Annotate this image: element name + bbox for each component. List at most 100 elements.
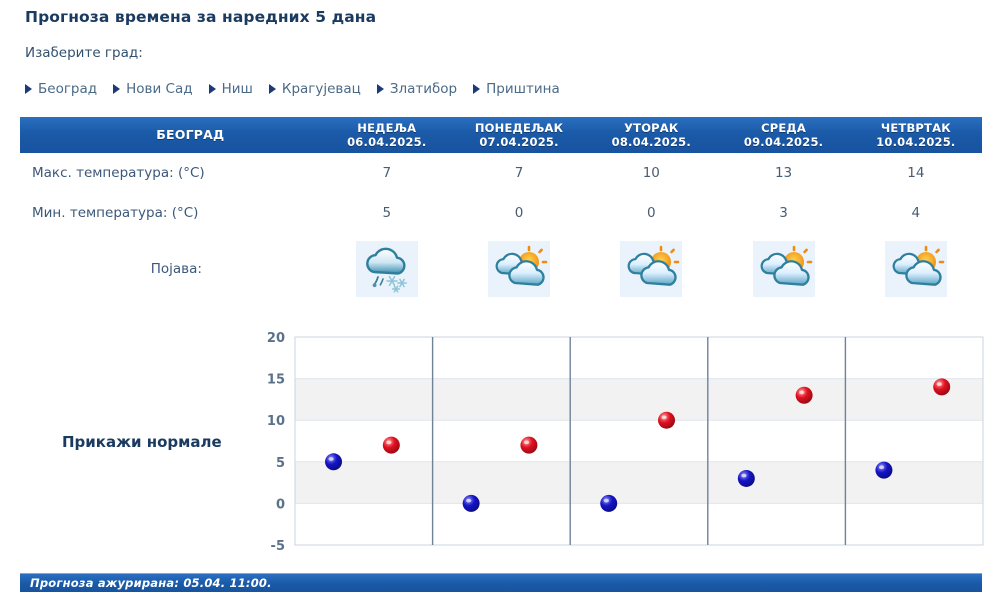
day-date: 06.04.2025. (347, 135, 427, 149)
day-date: 07.04.2025. (479, 135, 559, 149)
city-link-label: Крагујевац (281, 81, 361, 97)
city-link-label: Приштина (486, 81, 560, 97)
phenomenon-cell-2 (585, 233, 717, 305)
min-temp-point-3 (737, 469, 755, 487)
tmax-value: 7 (514, 165, 524, 181)
table-header-day-0: НЕДЕЉА 06.04.2025. (321, 117, 453, 153)
forecast-updated-bar: Прогноза ажурирана: 05.04. 11:00. (20, 573, 982, 592)
table-header-city: БЕОГРАД (156, 127, 225, 142)
day-date: 09.04.2025. (743, 135, 824, 149)
point-highlight (523, 440, 530, 445)
city-link-2[interactable]: Ниш (208, 81, 259, 97)
city-link-label: Златибор (389, 81, 458, 97)
min-temp-point-2 (600, 494, 618, 512)
triangle-right-icon (376, 84, 384, 94)
triangle-right-icon (113, 84, 121, 94)
day-name: УТОРАК (624, 121, 679, 135)
phenomenon-label: Појава: (150, 261, 202, 277)
point-highlight (936, 382, 942, 387)
max-temp-point-0 (382, 436, 400, 454)
tmin-value: 4 (911, 205, 921, 221)
table-header-day-1: ПОНЕДЕЉАК 07.04.2025. (453, 117, 585, 153)
temperature-chart: -5 0 5 10 15 20 (0, 325, 1000, 560)
forecast-table: БЕОГРАД НЕДЕЉА 06.04.2025. ПОНЕДЕЉАК 07.04.2… (20, 117, 982, 305)
triangle-right-icon (25, 84, 32, 94)
chart-ytick-label: -5 (271, 539, 285, 554)
sun-behind-clouds-icon (752, 241, 815, 297)
city-link-4[interactable]: Златибор (376, 81, 463, 97)
chart-ytick-label: 15 (267, 373, 285, 388)
chart-ytick-label: 10 (267, 414, 285, 429)
chart-ytick-label: 0 (276, 497, 285, 512)
phenomenon-cell-3 (717, 233, 849, 305)
max-temp-point-2 (658, 411, 676, 429)
chart-ytick-label: 20 (267, 331, 285, 346)
city-link-3[interactable]: Крагујевац (268, 81, 367, 97)
day-name: НЕДЕЉА (357, 121, 417, 135)
temperature-chart-svg: -5 0 5 10 15 20 (267, 331, 984, 554)
phenomenon-cell-4 (850, 233, 982, 305)
table-row-tmin: Мин. температура: (°C) 5 0 0 3 4 (20, 193, 982, 233)
day-name: ЧЕТВРТАК (880, 121, 951, 135)
tmin-label: Мин. температура: (°C) (32, 205, 199, 221)
point-highlight (799, 390, 805, 395)
min-temp-point-0 (325, 453, 343, 471)
sun-behind-clouds-icon (620, 241, 683, 297)
forecast-table-body: Макс. температура: (°C) 7 7 10 13 14 Мин… (20, 153, 982, 305)
triangle-right-icon (473, 84, 481, 94)
choose-city-label: Изаберите град: (25, 45, 143, 61)
tmax-value: 10 (642, 165, 660, 181)
phenomenon-cell-0 (321, 233, 453, 305)
chart-band-0 (295, 461, 983, 504)
point-highlight (603, 498, 609, 503)
tmin-value: 5 (382, 205, 392, 221)
city-link-5[interactable]: Приштина (473, 81, 566, 97)
city-link-label: Ниш (221, 81, 253, 97)
day-name: СРЕДА (761, 121, 806, 135)
city-link-1[interactable]: Нови Сад (113, 81, 198, 97)
forecast-table-header: БЕОГРАД НЕДЕЉА 06.04.2025. ПОНЕДЕЉАК 07.04.2… (20, 117, 982, 153)
tmin-value: 0 (646, 205, 656, 221)
forecast-updated-text: Прогноза ажурирана: 05.04. 11:00. (30, 576, 272, 590)
day-name: ПОНЕДЕЉАК (474, 121, 564, 135)
point-highlight (386, 440, 392, 445)
max-temp-point-3 (795, 386, 813, 404)
day-date: 08.04.2025. (611, 135, 691, 149)
tmax-value: 14 (907, 165, 925, 181)
tmax-value: 13 (774, 165, 793, 181)
tmin-value: 3 (779, 205, 788, 221)
point-highlight (878, 465, 885, 470)
point-highlight (741, 473, 747, 478)
day-date: 10.04.2025. (876, 135, 956, 149)
chart-band-1 (295, 378, 983, 421)
triangle-right-icon (208, 84, 216, 94)
point-highlight (661, 415, 667, 420)
city-link-0[interactable]: Београд (25, 81, 103, 97)
sun-behind-clouds-icon (488, 241, 551, 297)
point-highlight (466, 498, 472, 503)
cloud-sleet-icon (355, 241, 418, 297)
table-row-tmax: Макс. температура: (°C) 7 7 10 13 14 (20, 153, 982, 193)
triangle-right-icon (268, 84, 276, 94)
show-normals-button[interactable]: Прикажи нормале (62, 433, 222, 451)
tmin-value: 0 (514, 205, 524, 221)
chart-plot-border (294, 336, 984, 546)
min-temp-point-1 (462, 494, 480, 512)
table-header-day-3: СРЕДА 09.04.2025. (717, 117, 849, 153)
table-header-day-2: УТОРАК 08.04.2025. (585, 117, 717, 153)
min-temp-point-4 (875, 461, 893, 479)
table-header-day-4: ЧЕТВРТАК 10.04.2025. (850, 117, 982, 153)
page-title: Прогноза времена за наредних 5 дана (25, 8, 377, 26)
city-link-label: Београд (38, 81, 98, 97)
city-link-label: Нови Сад (126, 81, 193, 97)
max-temp-point-4 (933, 378, 951, 396)
table-header-row: БЕОГРАД НЕДЕЉА 06.04.2025. ПОНЕДЕЉАК 07.04.2… (20, 117, 982, 153)
chart-ytick-label: 5 (276, 456, 285, 471)
point-highlight (328, 457, 334, 461)
sun-behind-clouds-icon (884, 241, 947, 297)
max-temp-point-1 (520, 436, 538, 454)
tmax-label: Макс. температура: (°C) (32, 165, 205, 181)
city-selector: Београд Нови Сад Ниш Крагујевац Златибор Приш… (25, 81, 566, 97)
phenomenon-cell-1 (453, 233, 585, 305)
